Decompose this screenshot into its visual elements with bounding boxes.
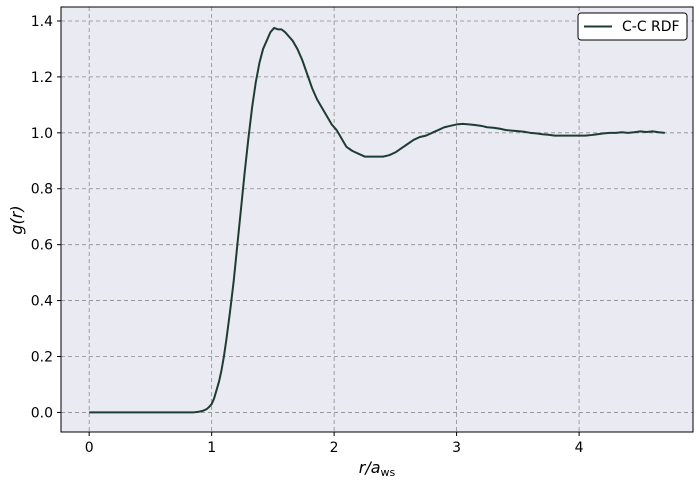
series-layer — [89, 26, 665, 414]
x-tick-label: 2 — [330, 440, 339, 456]
y-tick-label: 1.4 — [31, 14, 53, 30]
series-line-cc-rdf — [89, 26, 665, 414]
y-tick-label: 1.2 — [31, 70, 53, 86]
x-axis-label-main: r/a — [359, 458, 381, 477]
x-tick-label: 1 — [207, 440, 216, 456]
y-tick-label: 1.0 — [31, 126, 53, 142]
x-tick-label: 4 — [575, 440, 584, 456]
tick-layer: 0 1 2 3 4 0.0 0.2 0.4 0.6 0.8 1.0 1.2 1.4 — [31, 14, 584, 456]
x-tick-label: 3 — [452, 440, 461, 456]
legend-label: C-C RDF — [622, 19, 680, 35]
x-axis-label: r/aws — [359, 458, 396, 479]
y-tick-label: 0.0 — [31, 405, 53, 421]
y-tick-label: 0.8 — [31, 182, 53, 198]
x-tick-label: 0 — [85, 440, 94, 456]
x-axis-label-sub: ws — [381, 466, 396, 479]
plot-frame — [60, 6, 694, 433]
legend: C-C RDF — [577, 12, 688, 41]
plot-background — [61, 7, 693, 432]
legend-box — [577, 12, 688, 41]
y-tick-label: 0.6 — [31, 238, 53, 254]
y-tick-label: 0.4 — [31, 294, 53, 310]
y-axis-label: g(r) — [7, 205, 26, 234]
y-tick-label: 0.2 — [31, 350, 53, 366]
